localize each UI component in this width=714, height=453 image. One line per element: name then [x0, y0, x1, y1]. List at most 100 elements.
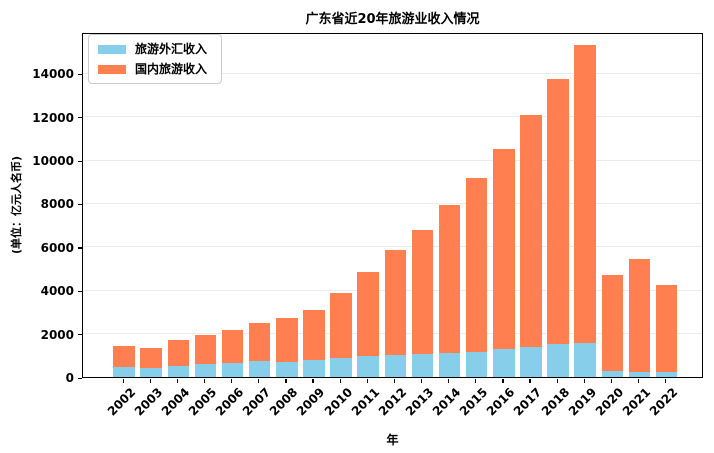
- legend-label: 国内旅游收入: [135, 62, 208, 76]
- bar-2003-domestic-tourism-income: [140, 347, 162, 369]
- bar-2019-foreign-exchange-income: [574, 343, 596, 377]
- bar-2011-foreign-exchange-income: [357, 356, 379, 377]
- y-tick-0: [78, 377, 82, 379]
- bar-2012-foreign-exchange-income: [384, 355, 406, 377]
- bar-2002-foreign-exchange-income: [113, 367, 135, 377]
- bar-2010-domestic-tourism-income: [330, 293, 352, 358]
- y-tick-4000: [78, 290, 82, 292]
- y-tick-12000: [78, 117, 82, 119]
- x-tick-2021: [637, 379, 640, 383]
- bar-2021-foreign-exchange-income: [628, 372, 651, 377]
- x-tick-2009: [312, 379, 314, 383]
- x-tick-label-text: 2012: [375, 385, 410, 419]
- gridline-14000: [83, 72, 702, 74]
- bar-2011-domestic-tourism-income: [357, 271, 379, 357]
- legend-item-foreign-exchange: 旅游外汇收入: [98, 42, 207, 56]
- x-tick-2019: [583, 379, 585, 383]
- x-tick-2003: [149, 379, 151, 383]
- x-tick-2022: [665, 379, 667, 383]
- bar-2020-foreign-exchange-income: [601, 371, 623, 377]
- x-tick-2012: [393, 379, 396, 383]
- bar-2005-domestic-tourism-income: [194, 334, 217, 364]
- x-tick-label-text: 2017: [511, 385, 545, 419]
- x-tick-2006: [231, 379, 233, 383]
- x-tick-label-text: 2009: [294, 385, 328, 419]
- x-tick-label-text: 2004: [158, 385, 193, 419]
- x-tick-label-text: 2022: [646, 385, 681, 419]
- x-tick-2020: [610, 379, 613, 383]
- x-tick-label-text: 2020: [592, 385, 627, 419]
- bar-2022-domestic-tourism-income: [655, 284, 678, 373]
- legend-label: 旅游外汇收入: [135, 42, 208, 56]
- bar-2008-foreign-exchange-income: [276, 362, 298, 377]
- x-tick-label-text: 2003: [131, 385, 166, 419]
- y-tick-label-14000: 14000: [32, 67, 74, 82]
- y-tick-8000: [78, 203, 82, 206]
- x-tick-label-text: 2006: [212, 385, 247, 419]
- x-tick-label-text: 2016: [484, 385, 518, 419]
- legend-item-domestic-tourism: 国内旅游收入: [98, 62, 207, 76]
- x-tick-2011: [366, 379, 368, 383]
- x-tick-2013: [420, 379, 423, 383]
- x-tick-label-text: 2008: [267, 385, 301, 419]
- bar-2006-foreign-exchange-income: [221, 362, 244, 377]
- y-tick-label-10000: 10000: [32, 154, 74, 169]
- bar-2015-domestic-tourism-income: [465, 177, 488, 352]
- bar-2017-foreign-exchange-income: [520, 346, 542, 377]
- bar-2019-domestic-tourism-income: [574, 45, 596, 344]
- y-tick-label-8000: 8000: [40, 197, 74, 212]
- gridline-10000: [83, 159, 702, 161]
- x-tick-label-text: 2019: [565, 385, 600, 419]
- bar-2014-foreign-exchange-income: [438, 353, 461, 377]
- y-tick-label-0: 0: [65, 371, 74, 385]
- bar-2003-foreign-exchange-income: [140, 368, 162, 377]
- bar-2008-domestic-tourism-income: [276, 318, 298, 363]
- bar-2007-foreign-exchange-income: [248, 361, 271, 377]
- y-tick-14000: [78, 73, 82, 76]
- bar-2007-domestic-tourism-income: [248, 323, 271, 362]
- bar-2015-foreign-exchange-income: [465, 351, 488, 377]
- bar-2006-domestic-tourism-income: [221, 330, 244, 363]
- bar-2009-domestic-tourism-income: [303, 309, 325, 361]
- bar-2016-domestic-tourism-income: [493, 149, 515, 350]
- x-tick-label-text: 2005: [185, 385, 220, 419]
- bar-2021-domestic-tourism-income: [628, 258, 651, 373]
- x-tick-label-text: 2021: [619, 385, 654, 419]
- legend: 旅游外汇收入 国内旅游收入: [88, 34, 223, 84]
- y-tick-label-6000: 6000: [40, 240, 74, 255]
- x-tick-label-text: 2007: [240, 385, 274, 419]
- bar-2017-domestic-tourism-income: [520, 114, 542, 347]
- legend-swatch-domestic-tourism-icon: [98, 64, 126, 74]
- plot-area: [83, 34, 702, 377]
- bar-2013-domestic-tourism-income: [411, 229, 434, 355]
- y-tick-2000: [78, 334, 82, 336]
- gridline-8000: [83, 202, 702, 204]
- bar-2022-foreign-exchange-income: [655, 372, 678, 377]
- x-tick-2008: [285, 379, 287, 383]
- y-tick-6000: [78, 247, 82, 249]
- legend-swatch-foreign-exchange-icon: [98, 44, 126, 54]
- bar-2014-domestic-tourism-income: [438, 204, 461, 354]
- bar-2009-foreign-exchange-income: [303, 360, 325, 377]
- bar-2004-foreign-exchange-income: [167, 366, 189, 377]
- bar-2004-domestic-tourism-income: [167, 340, 189, 367]
- x-tick-2016: [502, 379, 504, 383]
- x-tick-label-text: 2015: [457, 385, 491, 419]
- x-axis-label: 年: [386, 433, 399, 447]
- bar-2012-domestic-tourism-income: [384, 250, 406, 356]
- x-tick-2015: [475, 379, 477, 383]
- gridline-6000: [83, 246, 702, 248]
- bar-2010-foreign-exchange-income: [330, 357, 352, 377]
- chart-title: 广东省近20年旅游业收入情况: [305, 12, 480, 27]
- x-tick-2004: [176, 379, 179, 383]
- x-tick-2014: [448, 379, 450, 383]
- x-tick-label-text: 2018: [538, 385, 572, 419]
- gridline-12000: [83, 116, 702, 118]
- y-tick-label-12000: 12000: [32, 110, 74, 125]
- plot-frame: [82, 33, 703, 378]
- x-tick-label-text: 2013: [402, 385, 437, 419]
- x-tick-label-text: 2002: [104, 385, 138, 419]
- bar-2002-domestic-tourism-income: [113, 345, 135, 368]
- x-tick-2018: [556, 379, 558, 383]
